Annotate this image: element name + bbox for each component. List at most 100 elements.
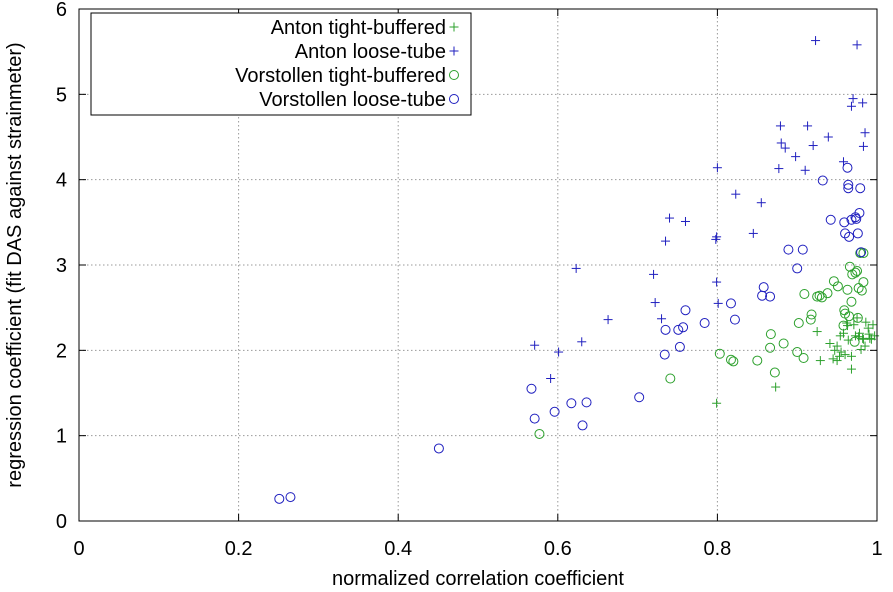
data-point [731, 189, 741, 199]
data-point [769, 367, 780, 378]
y-tick-label: 5 [56, 84, 67, 106]
data-point [713, 298, 723, 308]
data-point [649, 269, 659, 279]
data-point [858, 141, 868, 151]
data-point [774, 164, 784, 174]
y-tick-label: 6 [56, 0, 67, 21]
data-point [756, 198, 766, 208]
x-axis-label: normalized correlation coefficient [332, 568, 624, 590]
data-point [828, 354, 838, 364]
axis-ticks [78, 8, 878, 522]
data-point [855, 248, 866, 259]
data-point [843, 183, 854, 194]
data-point [844, 261, 855, 272]
legend-box [90, 12, 472, 116]
data-point [657, 314, 667, 324]
data-point [832, 356, 842, 366]
data-point [725, 298, 736, 309]
data-point [860, 341, 870, 351]
data-point [665, 373, 676, 384]
data-point [433, 443, 444, 454]
data-point [858, 277, 869, 288]
data-point [844, 231, 855, 242]
data-point [571, 263, 581, 273]
y-tick-label: 4 [56, 170, 67, 192]
data-point [870, 331, 880, 341]
data-point [864, 329, 874, 339]
data-point [758, 282, 769, 293]
data-point [577, 420, 588, 431]
data-point [846, 351, 856, 361]
data-point [842, 162, 853, 173]
data-point [793, 318, 804, 329]
data-point [843, 179, 854, 190]
data-point [792, 263, 803, 274]
data-point [850, 267, 861, 278]
legend-marker [449, 46, 459, 56]
data-point [800, 165, 810, 175]
legend-label: Vorstollen loose-tube [259, 89, 446, 111]
data-point [839, 217, 850, 228]
data-point [858, 334, 868, 344]
data-point [803, 121, 813, 131]
data-point [832, 341, 842, 351]
data-point [765, 291, 776, 302]
data-point [855, 183, 866, 194]
data-point [546, 373, 556, 383]
data-point [729, 314, 740, 325]
data-point [714, 348, 725, 359]
data-point [836, 347, 846, 357]
data-point [665, 213, 675, 223]
data-point [822, 288, 833, 299]
data-point [834, 351, 844, 361]
data-point [838, 320, 849, 331]
data-point [285, 492, 296, 503]
y-tick-label: 2 [56, 340, 67, 362]
data-point [830, 345, 840, 355]
data-point [778, 338, 789, 349]
data-point [549, 406, 560, 417]
legend-label: Vorstollen tight-buffered [235, 65, 446, 87]
data-point [846, 296, 857, 307]
data-point [634, 392, 645, 403]
data-point [865, 333, 875, 343]
y-tick-label: 3 [56, 255, 67, 277]
data-point [852, 228, 863, 239]
data-point [840, 228, 851, 239]
data-point [797, 244, 808, 255]
data-point [825, 339, 835, 349]
data-point [868, 320, 878, 330]
data-point [840, 350, 850, 360]
x-tick-label: 1 [871, 538, 882, 560]
data-point [775, 121, 785, 131]
x-tick-label: 0.2 [225, 538, 253, 560]
axis-tick-labels: 0 0.2 0.4 0.6 0.8 1 0 1 2 3 4 5 6 [56, 0, 883, 560]
data-point [848, 94, 858, 104]
data-point [603, 315, 613, 325]
data-point [581, 397, 592, 408]
y-tick-label: 0 [56, 511, 67, 533]
data-point [792, 347, 803, 358]
data-point [861, 317, 871, 327]
series-points [530, 36, 870, 383]
data-point [817, 175, 828, 186]
data-point [854, 207, 865, 218]
data-point [680, 216, 690, 226]
data-point [678, 322, 689, 333]
data-point [554, 347, 564, 357]
data-point [852, 40, 862, 50]
data-point [711, 234, 721, 244]
data-point [844, 311, 855, 322]
x-tick-label: 0 [73, 538, 84, 560]
data-point [776, 138, 786, 148]
data-point [798, 353, 809, 364]
data-point [863, 323, 873, 333]
data-point [832, 281, 843, 292]
data-point [771, 382, 781, 392]
data-point [852, 265, 863, 276]
series-points [274, 162, 867, 504]
data-point [808, 141, 818, 151]
data-point [839, 305, 850, 316]
data-point [577, 337, 587, 347]
